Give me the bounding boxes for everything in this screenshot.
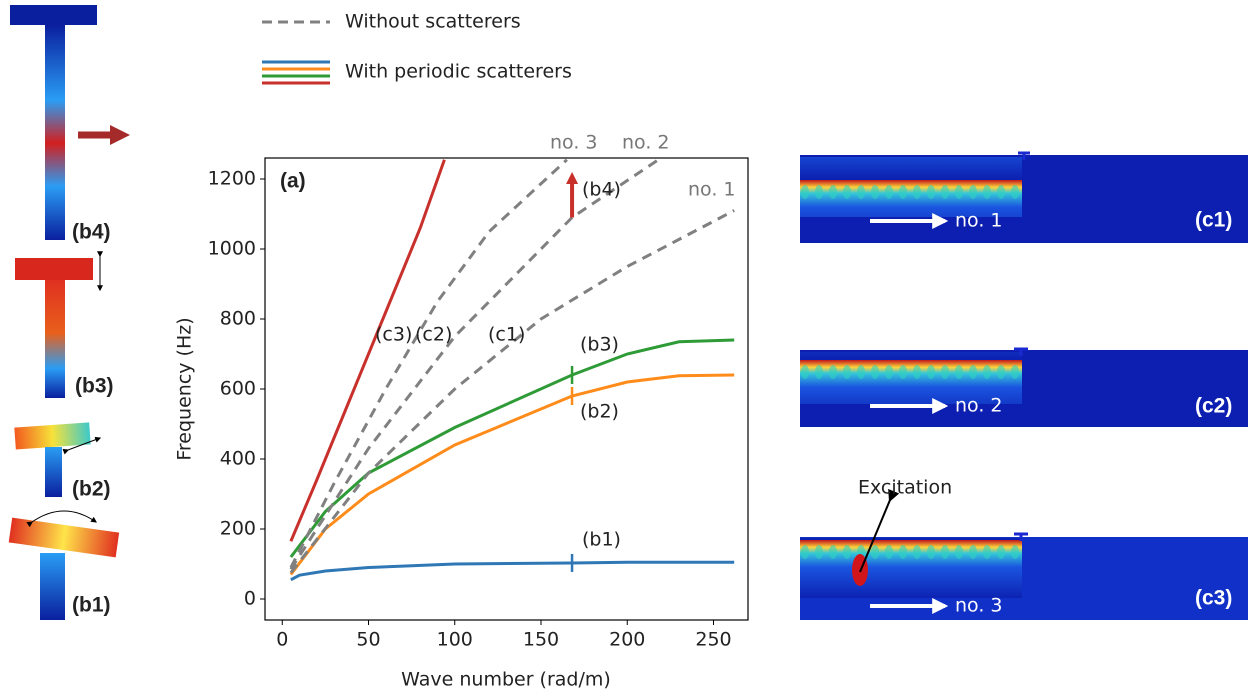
y-axis-label: Frequency (Hz) bbox=[174, 317, 196, 460]
dashed-line bbox=[289, 158, 568, 569]
series-label: no. 1 bbox=[688, 179, 736, 201]
series-line bbox=[289, 159, 446, 542]
series-label: (b3) bbox=[580, 334, 619, 356]
y-tick-label: 600 bbox=[220, 378, 256, 400]
wave-label: no. 2 bbox=[955, 395, 1003, 417]
panel-label: (b4) bbox=[72, 221, 111, 244]
panel-b2 bbox=[14, 422, 102, 497]
x-tick-label: 50 bbox=[356, 629, 380, 651]
y-tick-label: 800 bbox=[220, 308, 256, 330]
y-tick-label: 0 bbox=[244, 588, 256, 610]
series-line bbox=[290, 560, 735, 582]
series-line bbox=[289, 338, 735, 558]
panel-b4 bbox=[10, 5, 130, 240]
excitation-label: Excitation bbox=[858, 477, 952, 499]
wave-label: no. 1 bbox=[955, 210, 1003, 232]
panel-label: (b2) bbox=[72, 478, 111, 501]
panel-label: (c2) bbox=[1195, 395, 1232, 418]
panel-label: (c1) bbox=[1195, 209, 1232, 232]
x-axis-label: Wave number (rad/m) bbox=[401, 669, 611, 691]
y-tick-label: 1200 bbox=[208, 168, 256, 190]
annotation: (c2) bbox=[415, 324, 452, 346]
arrow-head bbox=[566, 172, 579, 184]
legend-swatches bbox=[262, 60, 330, 85]
y-tick-label: 400 bbox=[220, 448, 256, 470]
x-tick-label: 150 bbox=[523, 629, 559, 651]
panel-label: (a) bbox=[280, 170, 306, 193]
x-tick-label: 100 bbox=[437, 629, 473, 651]
series-label: (b1) bbox=[582, 529, 621, 551]
panel-label: (b1) bbox=[72, 594, 111, 617]
x-tick-label: 200 bbox=[609, 629, 645, 651]
panel-c3 bbox=[800, 488, 1248, 620]
dashed-line bbox=[289, 158, 660, 571]
plot-frame bbox=[264, 157, 749, 621]
series-line bbox=[289, 373, 735, 576]
legend-label: Without scatterers bbox=[345, 11, 521, 33]
x-tick-label: 250 bbox=[695, 629, 731, 651]
y-tick-label: 1000 bbox=[208, 238, 256, 260]
series-label: (b2) bbox=[580, 401, 619, 423]
panel-c1 bbox=[800, 151, 1248, 243]
panel-b1 bbox=[8, 510, 120, 620]
panel-label: (b3) bbox=[75, 375, 114, 398]
panel-b3 bbox=[15, 251, 103, 398]
annotation: (c1) bbox=[488, 324, 525, 346]
panel-label: (c3) bbox=[1195, 587, 1232, 610]
wave-label: no. 3 bbox=[955, 595, 1003, 617]
series-label: no. 3 bbox=[550, 132, 598, 154]
series-label: no. 2 bbox=[622, 132, 670, 154]
legend-label: With periodic scatterers bbox=[345, 61, 572, 83]
y-tick-label: 200 bbox=[220, 518, 256, 540]
dashed-line bbox=[289, 209, 735, 574]
series-label: (b4) bbox=[582, 179, 621, 201]
x-tick-label: 0 bbox=[276, 629, 288, 651]
annotation: (c3) bbox=[375, 324, 412, 346]
panel-c2 bbox=[800, 347, 1248, 427]
plot-area bbox=[289, 158, 735, 582]
